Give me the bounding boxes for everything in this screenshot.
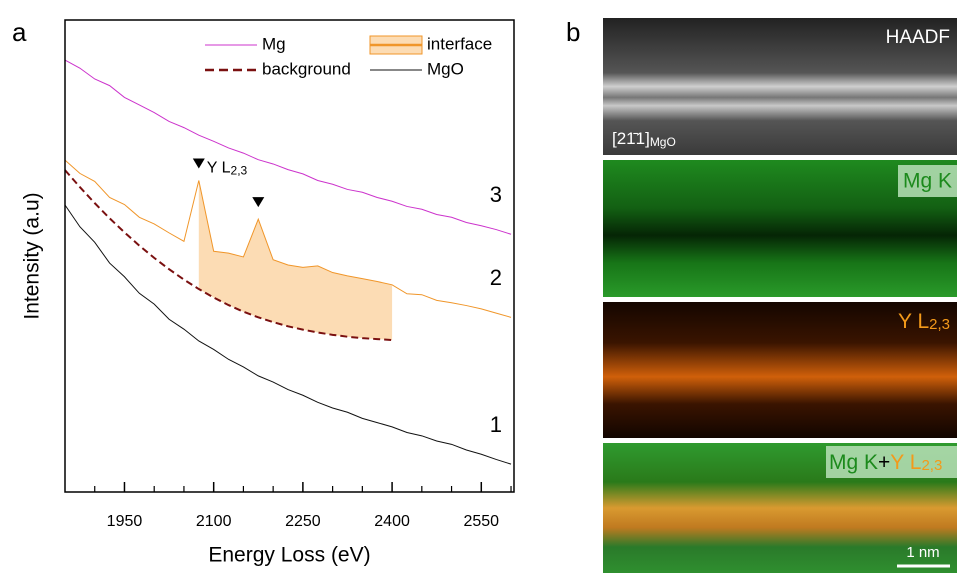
- y-axis-label: Intensity (a.u): [21, 192, 44, 319]
- x-tick-label: 2550: [463, 513, 499, 530]
- label-box: [826, 446, 957, 478]
- map-title-second: Y L: [890, 451, 921, 474]
- legend-label: Mg: [262, 34, 286, 53]
- x-tick-label: 1950: [107, 513, 143, 530]
- spectrum-line: [64, 159, 512, 318]
- spectrum-line: [64, 59, 512, 235]
- spectrum-line: [64, 169, 393, 342]
- spectrum-chart: 3 Mg 2 interface background 1 MgO Y L2,3 1950 210…: [21, 19, 515, 567]
- label-box: [898, 165, 957, 197]
- maps: HAADF [21̄1]MgO Mg K Y L2,3 Mg K+Y L2,3 …: [603, 18, 957, 573]
- map-title-first: Mg K: [829, 451, 878, 474]
- x-tick-label: 2100: [196, 513, 232, 530]
- x-tick-label: 2250: [285, 513, 321, 530]
- panel-label: a: [12, 17, 27, 47]
- y-map: [603, 302, 957, 438]
- curve-label: 3: [490, 182, 502, 207]
- x-axis-label: Energy Loss (eV): [208, 544, 370, 567]
- curve-label: 1: [490, 412, 502, 437]
- legend-label: background: [262, 59, 351, 78]
- map-title-sub: 2,3: [921, 457, 942, 474]
- peak-marker: [252, 197, 265, 208]
- zone-axis-index: [21̄1]: [612, 129, 650, 148]
- map-title-join: +: [878, 451, 890, 474]
- map-title-sub: 2,3: [929, 316, 950, 333]
- legend-label: interface: [427, 34, 492, 53]
- zone-axis-sub: MgO: [650, 135, 676, 149]
- scale-bar-label: 1 nm: [906, 544, 939, 561]
- zone-axis: [21̄1]MgO: [612, 129, 676, 149]
- map-title: Mg K+Y L2,3: [829, 451, 942, 474]
- haadf-image: [603, 18, 957, 155]
- curve-label: 2: [490, 265, 502, 290]
- panel-label: b: [566, 17, 580, 47]
- legend-label: MgO: [427, 59, 464, 78]
- x-tick-label: 2400: [374, 513, 410, 530]
- map-title: Y L2,3: [898, 310, 950, 333]
- peak-label-main: Y L: [207, 160, 231, 177]
- map-title-main: Y L: [898, 310, 929, 333]
- peak-label: Y L2,3: [207, 160, 248, 178]
- peak-label-sub: 2,3: [231, 164, 248, 178]
- plot-frame: [64, 19, 515, 493]
- peak-marker: [192, 158, 205, 169]
- map-title: HAADF: [886, 27, 950, 48]
- interface-fill: [198, 180, 393, 341]
- map-title: Mg K: [903, 170, 952, 193]
- spectrum-line: [64, 204, 512, 465]
